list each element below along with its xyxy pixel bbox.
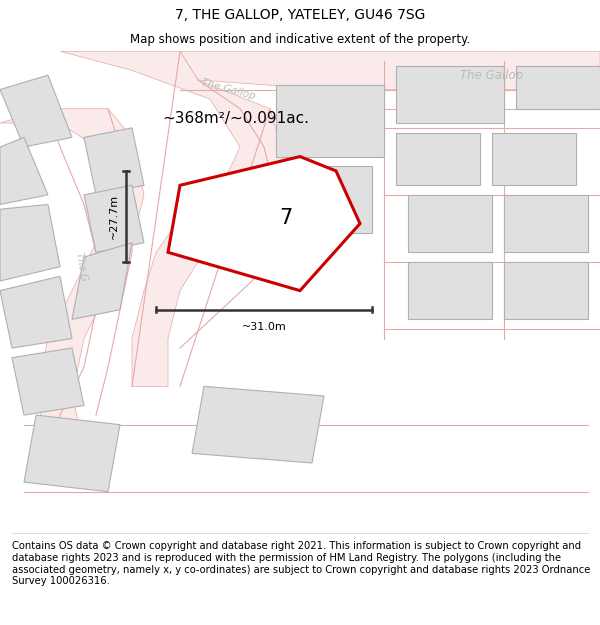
Polygon shape	[504, 195, 588, 252]
Polygon shape	[0, 109, 144, 444]
Text: 7: 7	[280, 208, 293, 228]
Text: The G: The G	[74, 252, 88, 282]
Polygon shape	[396, 66, 504, 123]
Polygon shape	[276, 166, 372, 233]
Polygon shape	[396, 132, 480, 185]
Polygon shape	[516, 66, 600, 109]
Text: ~31.0m: ~31.0m	[242, 322, 286, 332]
Polygon shape	[0, 204, 60, 281]
Polygon shape	[0, 138, 48, 204]
Text: 7, THE GALLOP, YATELEY, GU46 7SG: 7, THE GALLOP, YATELEY, GU46 7SG	[175, 8, 425, 22]
Polygon shape	[492, 132, 576, 185]
Polygon shape	[276, 85, 384, 157]
Polygon shape	[72, 242, 132, 319]
Polygon shape	[504, 262, 588, 319]
Text: ~368m²/~0.091ac.: ~368m²/~0.091ac.	[162, 111, 309, 126]
Polygon shape	[180, 51, 600, 89]
Polygon shape	[192, 386, 324, 463]
Polygon shape	[84, 128, 144, 195]
Text: ~27.7m: ~27.7m	[109, 194, 119, 239]
Text: Map shows position and indicative extent of the property.: Map shows position and indicative extent…	[130, 34, 470, 46]
Polygon shape	[408, 195, 492, 252]
Polygon shape	[0, 276, 72, 348]
Polygon shape	[168, 157, 360, 291]
Polygon shape	[84, 185, 144, 253]
Polygon shape	[408, 262, 492, 319]
Polygon shape	[60, 51, 288, 386]
Polygon shape	[0, 75, 72, 147]
Text: The Gallop: The Gallop	[200, 78, 256, 102]
Text: The Gallop: The Gallop	[460, 69, 524, 82]
Polygon shape	[24, 415, 120, 492]
Text: Contains OS data © Crown copyright and database right 2021. This information is : Contains OS data © Crown copyright and d…	[12, 541, 590, 586]
Polygon shape	[12, 348, 84, 415]
